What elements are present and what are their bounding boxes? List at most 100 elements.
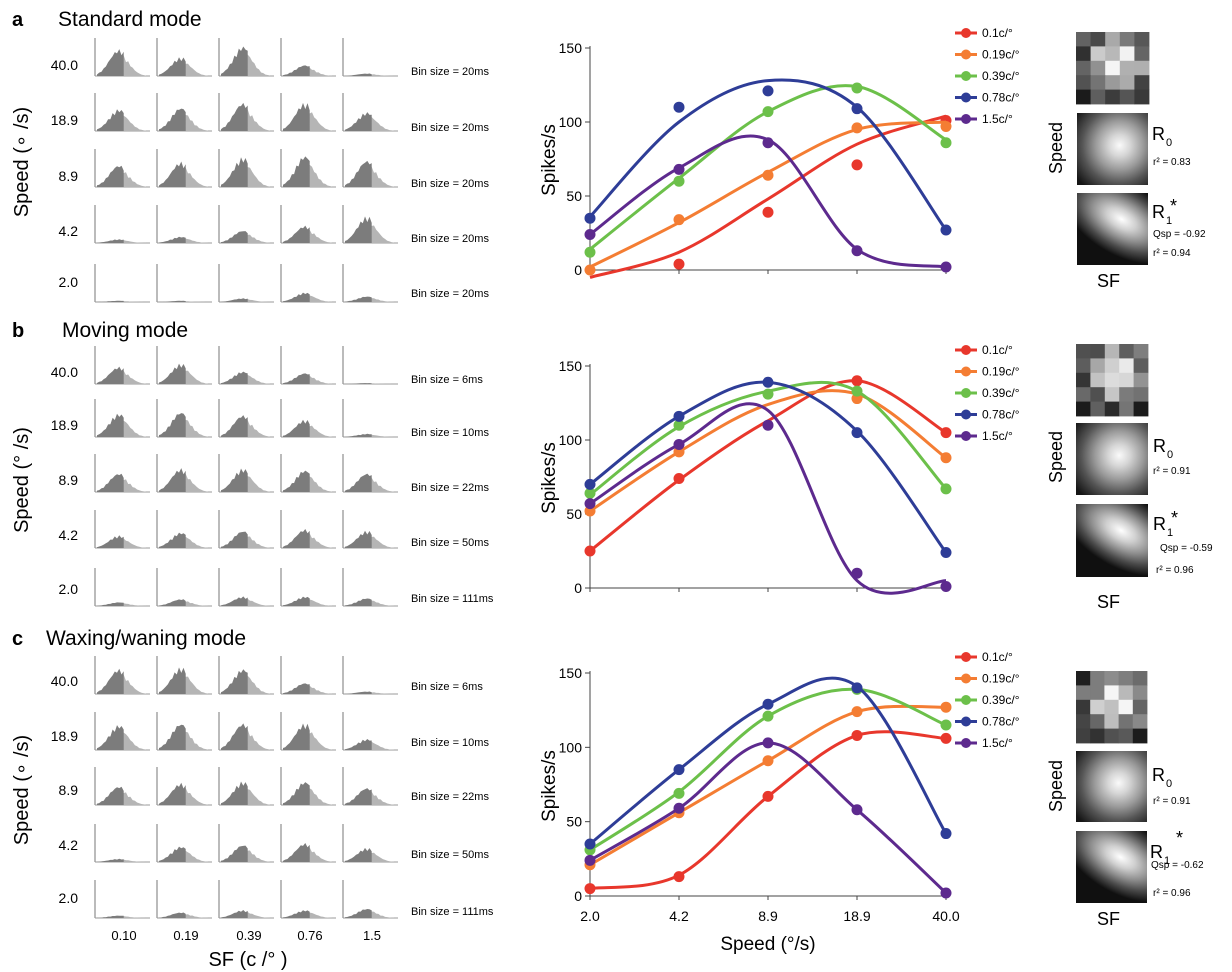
rf-pixel bbox=[1134, 89, 1150, 105]
legend-label: 0.39c/° bbox=[982, 693, 1020, 707]
psth-cell bbox=[342, 767, 398, 806]
rf-pixel bbox=[1104, 344, 1120, 359]
y-tick-label: 100 bbox=[559, 114, 583, 130]
rf-pixel bbox=[1090, 387, 1106, 402]
psth-histogram-dark bbox=[283, 419, 310, 437]
psth-cell bbox=[156, 38, 212, 77]
data-point bbox=[851, 385, 863, 397]
rf-pixel bbox=[1076, 699, 1091, 715]
psth-grid bbox=[94, 346, 398, 607]
data-point bbox=[940, 483, 952, 495]
psth-histogram-dark bbox=[221, 46, 248, 76]
psth-histogram-dark bbox=[97, 725, 124, 750]
legend-marker bbox=[961, 71, 971, 81]
psth-cell bbox=[280, 824, 336, 863]
y-tick-label: 100 bbox=[559, 432, 583, 448]
psth-histogram-dark bbox=[97, 413, 124, 437]
bin-label: Bin size = 20ms bbox=[411, 288, 489, 300]
rf-pixel bbox=[1076, 685, 1091, 701]
psth-histogram-dark bbox=[345, 598, 372, 606]
psth-histogram-dark bbox=[345, 739, 372, 750]
speed-label: 4.2 bbox=[59, 223, 79, 239]
legend-marker bbox=[961, 366, 971, 377]
rf-pixel bbox=[1119, 89, 1135, 105]
rf-pixel bbox=[1076, 387, 1091, 402]
psth-histogram-dark bbox=[345, 383, 372, 384]
data-point bbox=[584, 854, 596, 866]
rf-raw-map bbox=[1076, 32, 1150, 105]
rf-pixel bbox=[1090, 344, 1106, 359]
psth-histogram-dark bbox=[221, 596, 248, 606]
rf-pixel bbox=[1076, 728, 1091, 744]
rf-pixel bbox=[1134, 46, 1150, 62]
psth-cell bbox=[280, 399, 336, 438]
data-point bbox=[762, 169, 774, 181]
data-point bbox=[673, 419, 685, 431]
speed-labels: 40.0 18.9 8.9 4.2 2.0 bbox=[51, 673, 78, 906]
sf-axis-label: SF (c /° ) bbox=[208, 949, 287, 971]
data-point bbox=[673, 101, 685, 113]
speed-label: 40.0 bbox=[51, 673, 78, 689]
rf-pixel bbox=[1105, 89, 1121, 105]
psth-histogram-dark bbox=[97, 239, 124, 243]
legend-item: 0.78c/° bbox=[955, 408, 1020, 422]
psth-cell bbox=[280, 346, 336, 385]
legend-marker bbox=[961, 738, 971, 748]
psth-histogram-dark bbox=[159, 300, 186, 302]
speed-label: 2.0 bbox=[59, 890, 79, 906]
data-point bbox=[851, 245, 863, 257]
bin-labels: Bin size = 6ms Bin size = 10ms Bin size … bbox=[411, 681, 494, 918]
legend-label: 0.1c/° bbox=[982, 26, 1013, 40]
rf-pixel bbox=[1076, 671, 1091, 686]
rf-pixel bbox=[1118, 714, 1134, 729]
y-tick-label: 50 bbox=[566, 188, 582, 204]
psth-histogram-dark bbox=[159, 667, 186, 694]
data-point bbox=[673, 787, 685, 799]
psth-histogram-dark bbox=[97, 535, 124, 548]
rf-pixel bbox=[1076, 60, 1091, 76]
psth-histogram-dark bbox=[159, 846, 186, 862]
rf-pixel bbox=[1105, 75, 1121, 90]
sf-tick-labels: 0.10 0.19 0.39 0.76 1.5 bbox=[111, 928, 381, 943]
psth-cell bbox=[342, 880, 398, 919]
sf-tick-label: 0.39 bbox=[236, 928, 261, 943]
psth-cell bbox=[94, 510, 150, 549]
data-point bbox=[584, 487, 596, 499]
bin-label: Bin size = 6ms bbox=[411, 681, 483, 693]
r0-r2: r² = 0.83 bbox=[1153, 157, 1191, 168]
psth-cell bbox=[94, 346, 150, 385]
psth-histogram-dark bbox=[283, 723, 310, 750]
panel-title: Moving mode bbox=[62, 319, 188, 342]
psth-cell bbox=[280, 149, 336, 188]
psth-cell bbox=[218, 93, 274, 132]
psth-cell bbox=[280, 264, 336, 303]
speed-labels: 40.0 18.9 8.9 4.2 2.0 bbox=[51, 57, 78, 290]
speed-label: 8.9 bbox=[59, 168, 79, 184]
data-point bbox=[940, 732, 952, 744]
legend-label: 0.19c/° bbox=[982, 672, 1020, 686]
bin-label: Bin size = 22ms bbox=[411, 791, 489, 803]
legend-marker bbox=[961, 345, 971, 355]
rf-pixel bbox=[1104, 685, 1119, 701]
psth-cell bbox=[156, 93, 212, 132]
psth-cell bbox=[218, 454, 274, 493]
chart-ylabel: Spikes/s bbox=[539, 124, 560, 196]
data-point bbox=[940, 120, 952, 132]
rf-pixel bbox=[1104, 401, 1120, 417]
legend-item: 0.1c/° bbox=[955, 26, 1013, 40]
rf-pixel bbox=[1104, 728, 1119, 744]
speed-label: 18.9 bbox=[51, 417, 78, 433]
data-point bbox=[940, 452, 952, 464]
r1-star: * bbox=[1171, 508, 1178, 528]
psth-cell bbox=[218, 205, 274, 244]
rf-pixel bbox=[1076, 344, 1091, 359]
r0-r2: r² = 0.91 bbox=[1153, 796, 1191, 807]
psth-histogram-dark bbox=[159, 57, 186, 76]
psth-cell bbox=[280, 454, 336, 493]
legend-marker bbox=[961, 673, 971, 684]
psth-cell bbox=[218, 510, 274, 549]
data-point bbox=[762, 698, 774, 710]
rf-pixel bbox=[1090, 358, 1106, 374]
legend-label: 0.78c/° bbox=[982, 91, 1020, 105]
y-tick-label: 150 bbox=[559, 40, 583, 56]
